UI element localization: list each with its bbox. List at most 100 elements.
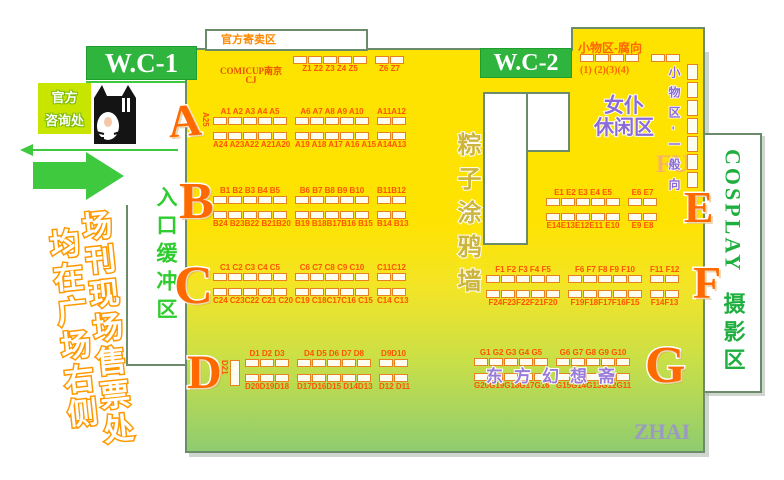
booth-cell	[595, 54, 609, 62]
big-right-arrow-icon	[33, 162, 86, 189]
booth-group-label: B19 B18B17B16 B15	[295, 219, 373, 228]
booth-cell	[228, 196, 242, 204]
booth-cell	[353, 56, 367, 64]
booth-cells-group	[377, 117, 406, 125]
booth-cells-group	[486, 290, 560, 298]
booth-cell	[275, 359, 289, 367]
booth-group-label: G15G14G13G12G11	[556, 381, 632, 390]
booth-cell	[297, 359, 311, 367]
booth-cells-group	[628, 198, 657, 206]
booth-cell	[355, 273, 369, 281]
mascot-icon	[94, 85, 136, 144]
entrance-buffer-label: 入口缓冲区	[153, 185, 178, 327]
booth-cell	[273, 273, 287, 281]
booth-row-b: B1 B2 B3 B4 B5 B6 B7 B8 B9 B10 B11B12 B24 B…	[213, 186, 409, 228]
booth-cells-group	[245, 359, 289, 367]
booth-cell	[293, 56, 307, 64]
booth-cells-group	[546, 213, 620, 221]
booth-cells-group	[297, 374, 371, 382]
fu-watermark: FU	[656, 151, 690, 178]
booth-cell	[586, 373, 600, 381]
booth-cell	[628, 213, 642, 221]
booth-cell	[643, 213, 657, 221]
booth-cell	[556, 358, 570, 366]
entrance-buffer-area	[126, 205, 185, 366]
booth-cell	[687, 172, 698, 188]
booth-cell	[325, 117, 339, 125]
booth-group-label: B11B12	[377, 186, 406, 195]
booth-cell	[260, 374, 274, 382]
booth-cell	[561, 213, 575, 221]
booth-cell	[580, 54, 594, 62]
booth-cells-group	[580, 54, 639, 62]
wc1-label: W.C-1	[104, 47, 179, 78]
booth-cells-group	[377, 196, 406, 204]
booth-cell	[687, 100, 698, 116]
booth-cell	[377, 117, 391, 125]
wc2-label: W.C-2	[493, 49, 559, 76]
booth-cells-group	[213, 117, 287, 125]
booth-cell	[392, 211, 406, 219]
booth-cell	[501, 290, 515, 298]
booth-cell	[310, 196, 324, 204]
booth-cell	[628, 198, 642, 206]
row-letter-a: A	[164, 92, 205, 149]
booth-cell	[687, 82, 698, 98]
booth-cell	[576, 198, 590, 206]
booth-cell	[583, 275, 597, 283]
booth-d21-label: D21	[220, 360, 229, 375]
booth-cell	[355, 288, 369, 296]
booth-cell	[258, 132, 272, 140]
booth-cell	[489, 358, 503, 366]
booth-cell	[591, 213, 605, 221]
booth-cell	[687, 136, 698, 152]
booth-cells-group	[379, 374, 408, 382]
booth-cell	[357, 359, 371, 367]
booth-cell	[486, 290, 500, 298]
booth-cell	[390, 56, 404, 64]
booth-cell	[643, 198, 657, 206]
booth-group-label: G1 G2 G3 G4 G5	[479, 348, 543, 357]
booth-cell	[613, 290, 627, 298]
booth-cell	[243, 273, 257, 281]
booth-cells-group	[486, 275, 560, 283]
booth-group-label: G20G19G18G17G16	[474, 381, 550, 390]
info-desk-box: 官方 咨询处	[38, 83, 91, 134]
booth-cell	[228, 132, 242, 140]
booth-group-label: F24F23F22F21F20	[488, 298, 558, 307]
booth-cell	[258, 117, 272, 125]
booth-row-a: A1 A2 A3 A4 A5 A6 A7 A8 A9 A10 A11A12 A24 A…	[213, 108, 406, 149]
booth-cell	[650, 275, 664, 283]
booth-cells-group	[651, 54, 680, 62]
booth-group-label: B1 B2 B3 B4 B5	[219, 186, 281, 195]
booth-cell	[606, 198, 620, 206]
booth-cells-group	[377, 273, 406, 281]
booth-cells-group	[295, 211, 369, 219]
booth-cells-group	[377, 211, 406, 219]
booth-group-label: B24 B23B22 B21B20	[213, 219, 291, 228]
booth-group-label: D9D10	[381, 349, 406, 358]
booth-cell	[327, 374, 341, 382]
booth-cell	[606, 213, 620, 221]
booth-cell	[377, 211, 391, 219]
booth-cell	[601, 373, 615, 381]
booth-group-label: D4 D5 D6 D7 D8	[303, 349, 365, 358]
booth-row-z: Z1 Z2 Z3 Z4 Z5 Z6 Z7	[293, 56, 404, 73]
booth-cell	[546, 275, 560, 283]
booth-cell	[531, 275, 545, 283]
booth-cell	[571, 373, 585, 381]
booth-d21-cell	[230, 360, 240, 386]
booth-cells-group	[474, 373, 548, 381]
booth-cell	[546, 290, 560, 298]
wc1-box: W.C-1	[86, 46, 197, 80]
booth-group-label: D17D16D15 D14D13	[297, 382, 373, 391]
booth-cells-group	[377, 288, 406, 296]
booth-cell	[601, 358, 615, 366]
cosplay-en-label: COSPLAY	[720, 149, 746, 274]
booth-group-label: D1 D2 D3	[249, 349, 285, 358]
booth-cell	[340, 117, 354, 125]
hall-top-right-wing	[571, 27, 705, 51]
booth-cell	[295, 132, 309, 140]
comicup-line2: CJ	[245, 75, 257, 85]
booth-group-label: Z1 Z2 Z3 Z4 Z5	[302, 64, 358, 73]
